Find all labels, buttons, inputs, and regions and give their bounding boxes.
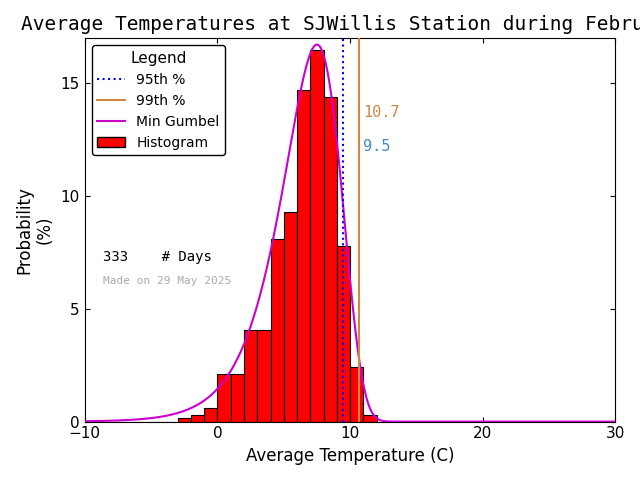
Bar — [337, 246, 350, 421]
Text: Made on 29 May 2025: Made on 29 May 2025 — [104, 276, 232, 286]
Bar — [257, 330, 271, 421]
X-axis label: Average Temperature (C): Average Temperature (C) — [246, 447, 454, 465]
Bar — [204, 408, 218, 421]
Legend: 95th %, 99th %, Min Gumbel, Histogram: 95th %, 99th %, Min Gumbel, Histogram — [92, 45, 225, 155]
Bar — [284, 212, 297, 421]
Bar — [350, 368, 364, 421]
Title: Average Temperatures at SJWillis Station during February: Average Temperatures at SJWillis Station… — [21, 15, 640, 34]
Bar — [310, 49, 324, 421]
Text: 9.5: 9.5 — [364, 139, 391, 154]
Y-axis label: Probability
(%): Probability (%) — [15, 186, 54, 274]
Text: 333    # Days: 333 # Days — [104, 250, 212, 264]
Bar — [231, 374, 244, 421]
Bar — [218, 374, 231, 421]
Bar — [324, 97, 337, 421]
Bar — [297, 90, 310, 421]
Bar — [364, 415, 376, 421]
Bar — [191, 415, 204, 421]
Bar — [178, 418, 191, 421]
Text: 10.7: 10.7 — [364, 105, 400, 120]
Bar — [271, 239, 284, 421]
Bar — [244, 330, 257, 421]
